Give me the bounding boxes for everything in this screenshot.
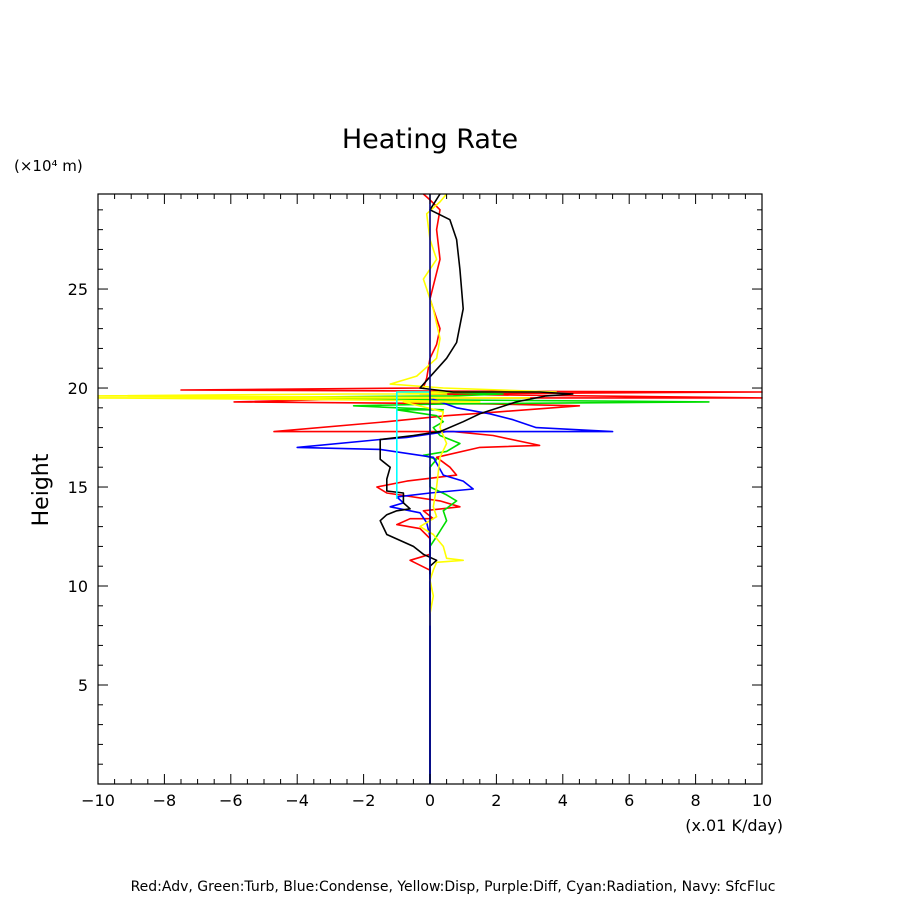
x-tick-label: 4: [558, 791, 568, 810]
y-tick-label: 15: [68, 478, 88, 497]
y-tick-label: 20: [68, 379, 88, 398]
y-tick-label: 5: [78, 676, 88, 695]
x-tick-label: −4: [285, 791, 309, 810]
x-tick-label: −2: [352, 791, 376, 810]
x-tick-label: −8: [153, 791, 177, 810]
series-line-5: [395, 391, 430, 499]
x-axis-label: (x.01 K/day): [685, 816, 783, 835]
y-tick-label: 10: [68, 577, 88, 596]
y-axis-unit: (×10⁴ m): [14, 157, 83, 175]
series-line-3: [97, 193, 558, 626]
series-line-1: [196, 391, 710, 784]
x-tick-label: 0: [425, 791, 435, 810]
y-tick-label: 25: [68, 280, 88, 299]
y-axis-label: Height: [29, 453, 54, 526]
series-line-4: [379, 193, 574, 575]
series-layer: [97, 193, 763, 784]
ticks-layer: −10 −8 −6 −4 −2 0 2 4 6 8 10 5 10 15 20 25: [68, 194, 772, 810]
x-tick-label: −10: [81, 791, 115, 810]
x-tick-label: 10: [752, 791, 772, 810]
series-line-2: [296, 397, 614, 784]
x-tick-label: −6: [219, 791, 243, 810]
legend-text: Red:Adv, Green:Turb, Blue:Condense, Yell…: [131, 879, 776, 895]
x-tick-label: 6: [624, 791, 634, 810]
x-tick-label: 8: [691, 791, 701, 810]
series-line-0: [180, 193, 763, 784]
chart-title: Heating Rate: [342, 124, 518, 155]
x-tick-label: 2: [491, 791, 501, 810]
plot-frame: [97, 193, 763, 785]
